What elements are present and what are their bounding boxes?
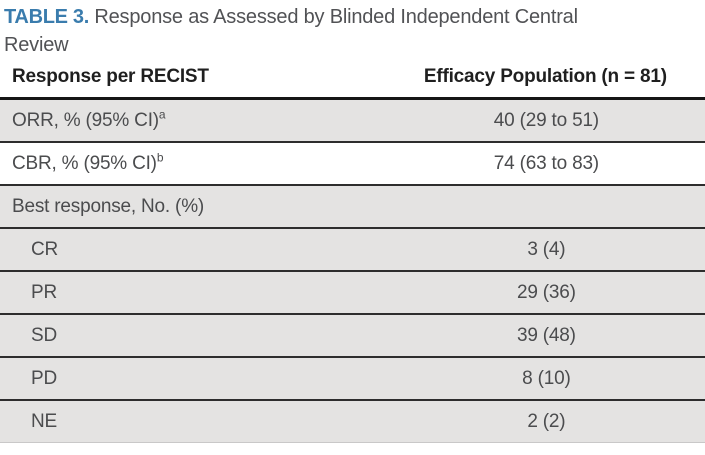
column-header-response-per-recist: Response per RECIST (12, 66, 209, 87)
table-header-row: Response per RECIST Efficacy Population … (0, 66, 705, 97)
row-value: 2 (2) (527, 410, 566, 432)
table-title-text: Response as Assessed by Blinded Independ… (4, 6, 578, 56)
row-value: 8 (10) (522, 367, 571, 389)
row-value: 40 (29 to 51) (493, 109, 599, 131)
row-label: CR (31, 238, 59, 260)
footnote-marker: a (158, 107, 166, 122)
row-label: PR (31, 281, 57, 303)
row-label: ORR, % (95% CI)a (12, 107, 166, 131)
row-label: PD (31, 367, 57, 389)
table-caption: TABLE 3. Response as Assessed by Blinded… (0, 3, 636, 59)
column-header-efficacy-population: Efficacy Population (n = 81) (423, 66, 667, 87)
row-label: CBR, % (95% CI)b (12, 150, 164, 174)
table-body: ORR, % (95% CI)a 40 (29 to 51) CBR, % (95%… (0, 97, 705, 443)
row-label: SD (31, 324, 57, 346)
row-value: 3 (4) (527, 238, 566, 260)
footnote-marker: b (156, 150, 164, 165)
table-row: ORR, % (95% CI)a 40 (29 to 51) (0, 100, 705, 143)
table-row: PD 8 (10) (0, 358, 705, 401)
table-row: SD 39 (48) (0, 315, 705, 358)
table-row: Best response, No. (%) (0, 186, 705, 229)
row-label: NE (31, 410, 57, 432)
table-row: NE 2 (2) (0, 401, 705, 443)
table-row: CR 3 (4) (0, 229, 705, 272)
row-value: 74 (63 to 83) (493, 152, 599, 174)
table-number-label: TABLE 3. (4, 6, 90, 28)
row-value: 29 (36) (516, 281, 576, 303)
table-row: PR 29 (36) (0, 272, 705, 315)
row-value: 39 (48) (516, 324, 576, 346)
row-label: Best response, No. (%) (12, 195, 205, 217)
table-row: CBR, % (95% CI)b 74 (63 to 83) (0, 143, 705, 186)
